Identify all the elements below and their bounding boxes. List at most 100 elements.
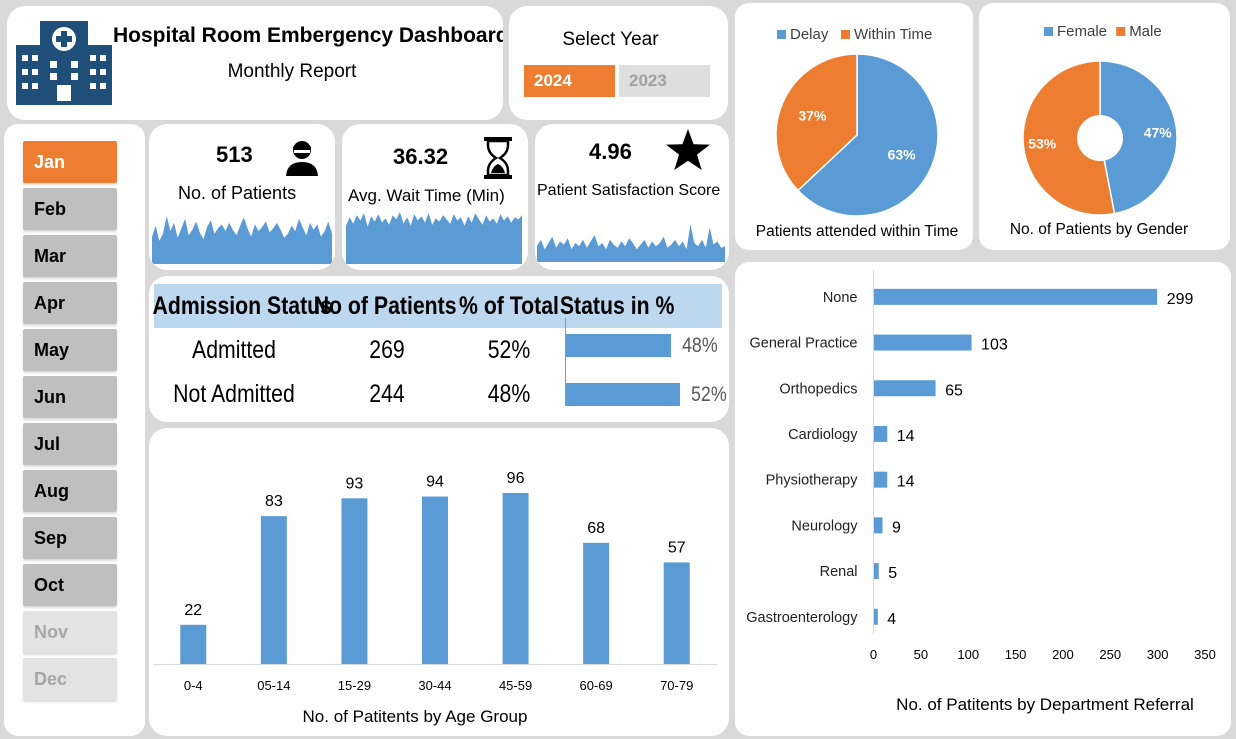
dept-x-tick-label: 300 xyxy=(1147,647,1169,662)
dept-bar-value-label: 103 xyxy=(981,337,1008,354)
dept-bar-renal xyxy=(874,563,879,580)
age-bar-value-label: 68 xyxy=(587,520,605,537)
kpi-patients-value: 513 xyxy=(216,142,253,167)
month-button-dec[interactable]: Dec xyxy=(23,658,117,700)
age-tick-label: 15-29 xyxy=(338,678,371,693)
table-header-status-pct: Status in % xyxy=(559,292,675,320)
month-button-sep[interactable]: Sep xyxy=(23,517,117,559)
pie-slice-label: 37% xyxy=(798,108,827,124)
age-bar-value-label: 22 xyxy=(184,602,202,619)
kpi-satisfaction-label: Patient Satisfaction Score xyxy=(537,182,721,199)
age-chart-title: No. of Patitents by Age Group xyxy=(303,707,528,726)
age-bar-15-29 xyxy=(341,498,368,664)
age-tick-label: 70-79 xyxy=(660,678,693,693)
month-button-apr[interactable]: Apr xyxy=(23,282,117,324)
legend-swatch xyxy=(841,30,850,39)
star-icon xyxy=(666,129,710,170)
dept-bar-value-label: 4 xyxy=(887,611,896,628)
dept-x-tick-label: 0 xyxy=(870,647,877,662)
month-button-nov[interactable]: Nov xyxy=(23,611,117,653)
pie-chart-title: Patients attended within Time xyxy=(756,223,958,240)
year-option-2023[interactable]: 2023 xyxy=(619,65,710,97)
dept-x-tick-label: 350 xyxy=(1194,647,1216,662)
pie-slice-label: 63% xyxy=(888,146,917,162)
month-button-may[interactable]: May xyxy=(23,329,117,371)
pie-chart-title: No. of Patients by Gender xyxy=(1010,221,1188,238)
satisfaction-sparkline xyxy=(537,224,725,262)
page-title: Hospital Room Embergency Dashboard xyxy=(113,24,503,47)
dept-category-label: Neurology xyxy=(791,518,858,534)
within-time-pie-chart: 63% 37% Delay Within Time Patients attended … xyxy=(756,26,958,240)
dept-bar-value-label: 65 xyxy=(945,382,963,399)
age-group-chart-card: 22 0-4 83 05-14 93 15-29 94 30-44 96 45-59 68 60-69… xyxy=(149,428,729,736)
dept-category-label: Renal xyxy=(820,564,858,580)
month-button-jan[interactable]: Jan xyxy=(23,141,117,183)
table-row-admitted-pct: 52% xyxy=(487,336,531,364)
patients-sparkline xyxy=(152,216,332,264)
age-tick-label: 0-4 xyxy=(184,678,203,693)
within-time-chart-card: 63% 37% Delay Within Time Patients attended … xyxy=(735,3,973,250)
age-tick-label: 60-69 xyxy=(580,678,613,693)
month-button-jul[interactable]: Jul xyxy=(23,423,117,465)
age-bar-value-label: 94 xyxy=(426,474,444,491)
header-card: Hospital Room Embergency Dashboard Month… xyxy=(7,6,503,120)
kpi-patients-card: 513 No. of Patients xyxy=(149,124,335,270)
age-tick-label: 30-44 xyxy=(418,678,451,693)
department-chart-card: None 299 General Practice 103 Orthopedics 65 C… xyxy=(735,262,1231,736)
age-tick-label: 45-59 xyxy=(499,678,532,693)
department-referral-bar-chart: None 299 General Practice 103 Orthopedics 65 C… xyxy=(746,270,1216,714)
status-bar-not-admitted xyxy=(566,383,680,406)
status-bar-label-not-admitted: 52% xyxy=(691,383,727,406)
dept-bar-value-label: 14 xyxy=(897,474,915,491)
kpi-satisfaction-value: 4.96 xyxy=(589,139,632,164)
month-button-feb[interactable]: Feb xyxy=(23,188,117,230)
dept-category-label: Orthopedics xyxy=(779,381,857,397)
dept-category-label: General Practice xyxy=(750,336,858,352)
kpi-wait-value: 36.32 xyxy=(393,144,449,169)
age-bar-value-label: 96 xyxy=(507,470,525,487)
month-button-jun[interactable]: Jun xyxy=(23,376,117,418)
month-button-oct[interactable]: Oct xyxy=(23,564,117,606)
dept-bar-neurology xyxy=(874,517,883,534)
legend-swatch xyxy=(1116,27,1126,36)
sparkline-area xyxy=(152,216,332,264)
table-header-band xyxy=(154,284,722,328)
pie-slice-female xyxy=(1099,60,1178,215)
status-bar-label-admitted: 48% xyxy=(682,334,718,357)
dept-x-tick-label: 100 xyxy=(957,647,979,662)
year-option-2024[interactable]: 2024 xyxy=(524,65,615,97)
kpi-patients-label: No. of Patients xyxy=(178,183,297,203)
year-selector-card: Select Year 2024 2023 xyxy=(509,6,728,120)
dept-x-tick-label: 200 xyxy=(1052,647,1074,662)
dept-bar-physiotherapy xyxy=(874,471,888,488)
age-bar-70-79 xyxy=(663,562,690,664)
age-bar-value-label: 83 xyxy=(265,493,283,510)
month-button-aug[interactable]: Aug xyxy=(23,470,117,512)
hourglass-icon xyxy=(484,137,512,179)
table-row-not-admitted-status: Not Admitted xyxy=(173,380,295,408)
age-tick-label: 05-14 xyxy=(257,678,290,693)
month-button-mar[interactable]: Mar xyxy=(23,235,117,277)
age-bar-45-59 xyxy=(502,492,529,664)
table-header-pct: % of Total xyxy=(459,292,559,320)
gender-donut-chart: 47% 53% Female Male No. of Patients by Gende… xyxy=(1010,23,1188,238)
age-bar-value-label: 93 xyxy=(346,475,364,492)
gender-chart-card: 47% 53% Female Male No. of Patients by Gende… xyxy=(979,3,1230,250)
table-row-admitted-status: Admitted xyxy=(192,336,276,364)
dept-bar-orthopedics xyxy=(874,380,936,397)
page-subtitle: Monthly Report xyxy=(227,61,357,82)
dept-bar-general-practice xyxy=(874,334,972,351)
pie-slice-label: 53% xyxy=(1028,135,1057,151)
kpi-satisfaction-card: 4.96 Patient Satisfaction Score xyxy=(535,124,729,270)
age-bar-0-4 xyxy=(180,624,207,664)
legend-entry: Within Time xyxy=(854,26,932,43)
donut-hole xyxy=(1077,115,1123,161)
status-bar-axis xyxy=(565,318,566,406)
status-bar-admitted xyxy=(566,334,671,357)
legend-entry: Female xyxy=(1057,23,1107,40)
dept-x-tick-label: 50 xyxy=(914,647,928,662)
sparkline-area xyxy=(537,224,725,262)
age-bar-value-label: 57 xyxy=(668,539,686,556)
legend-swatch xyxy=(1044,27,1053,36)
kpi-wait-card: 36.32 Avg. Wait Time (Min) xyxy=(342,124,528,270)
